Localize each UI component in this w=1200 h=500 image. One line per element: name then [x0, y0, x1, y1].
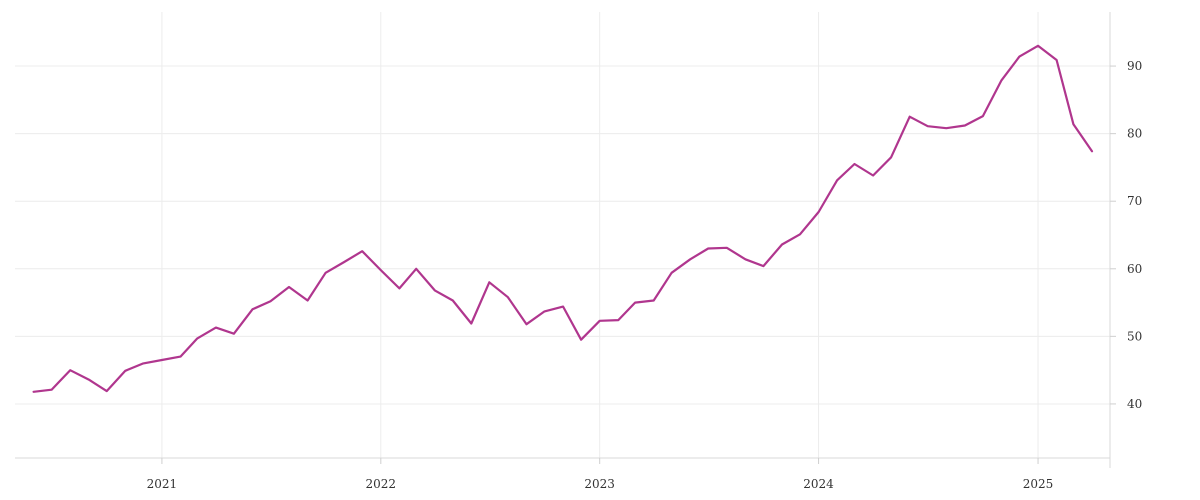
- x-tick-label: 2025: [1023, 477, 1054, 491]
- y-tick-label: 70: [1127, 194, 1142, 208]
- y-tick-label: 90: [1127, 59, 1142, 73]
- series-line: [32, 44, 1094, 393]
- x-tick-label: 2022: [366, 477, 397, 491]
- y-tick-label: 60: [1127, 262, 1142, 276]
- y-axis: 40 50 60 70 80 90: [1110, 59, 1142, 411]
- y-tick-label: 80: [1127, 127, 1142, 141]
- y-tick-label: 50: [1127, 329, 1142, 343]
- grid: [15, 12, 1110, 458]
- x-tick-label: 2023: [584, 477, 615, 491]
- x-tick-label: 2021: [147, 477, 178, 491]
- x-tick-label: 2024: [803, 477, 834, 491]
- series-layer: [32, 44, 1094, 393]
- y-tick-label: 40: [1127, 397, 1142, 411]
- x-axis: 2021 2022 2023 2024 2025: [147, 458, 1054, 491]
